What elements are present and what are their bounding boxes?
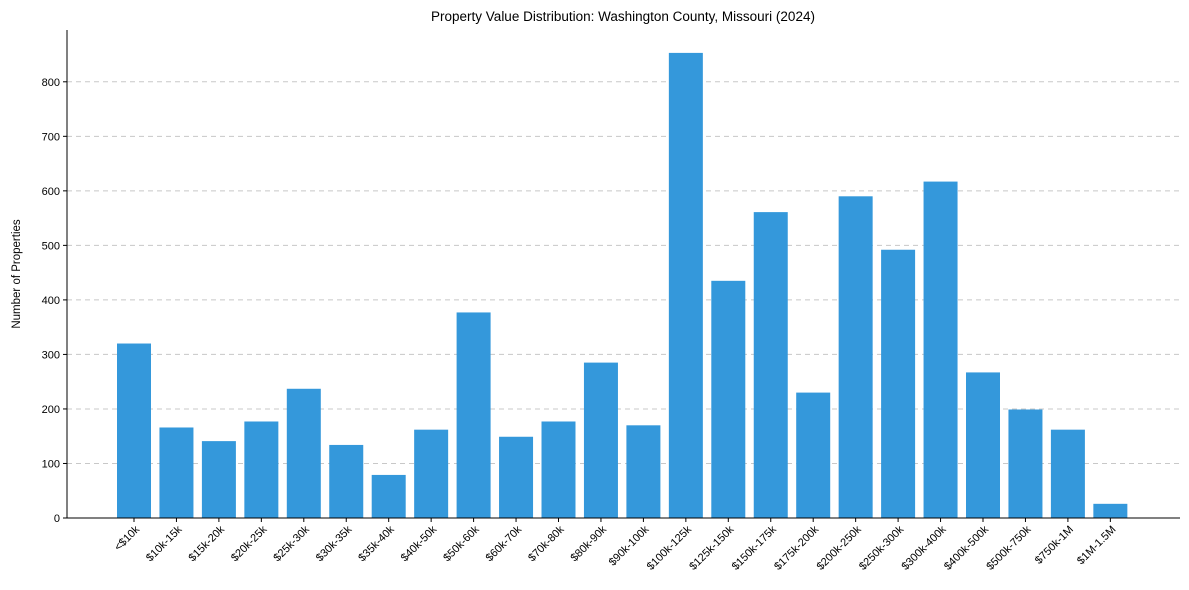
x-tick-label: $15k-20k [187, 523, 228, 564]
bar [499, 436, 534, 518]
x-tick-label: $400k-500k [942, 523, 991, 572]
x-ticks: <$10k $10k-15k $15k-20k $20k-25k $25k-30k $30… [112, 518, 1118, 573]
bar [371, 474, 406, 518]
x-tick-label: $25k-30k [271, 523, 312, 564]
bar [838, 196, 873, 518]
y-tick-label: 0 [54, 513, 60, 525]
x-tick-label: $1M-1.5M [1075, 524, 1119, 568]
bar [668, 52, 703, 518]
x-tick-label: $20k-25k [229, 523, 270, 564]
bar [159, 427, 194, 518]
x-tick-label: $300k-400k [900, 523, 949, 572]
y-tick-label: 600 [42, 186, 60, 198]
x-tick-label: $35k-40k [356, 523, 397, 564]
y-tick-label: 100 [42, 458, 60, 470]
x-tick-label: <$10k [112, 523, 142, 553]
y-tick-label: 400 [42, 295, 60, 307]
y-tick-label: 500 [42, 240, 60, 252]
bars [117, 52, 1128, 519]
y-tick-label: 800 [42, 77, 60, 89]
x-tick-label: $40k-50k [399, 523, 440, 564]
bar [753, 212, 788, 519]
y-tick-label: 700 [42, 131, 60, 143]
x-tick-label: $250k-300k [857, 523, 906, 572]
x-tick-label: $30k-35k [314, 523, 355, 564]
x-tick-label: $100k-125k [645, 523, 694, 572]
x-tick-label: $125k-150k [687, 523, 736, 572]
y-tick-label: 300 [42, 349, 60, 361]
bar [1093, 503, 1128, 518]
bar [329, 444, 364, 518]
bar [1008, 409, 1043, 518]
x-tick-label: $10k-15k [144, 523, 185, 564]
bar [711, 280, 746, 518]
y-tick-label: 200 [42, 404, 60, 416]
bar [1050, 429, 1085, 518]
bar [881, 249, 916, 518]
bar [923, 181, 958, 518]
bar [201, 441, 236, 518]
chart-title: Property Value Distribution: Washington … [431, 9, 815, 24]
bar [244, 421, 279, 518]
x-tick-label: $150k-175k [730, 523, 779, 572]
y-axis-label: Number of Properties [11, 219, 23, 329]
bar [414, 429, 449, 518]
x-tick-label: $175k-200k [772, 523, 821, 572]
x-tick-label: $70k-80k [526, 523, 567, 564]
bar [796, 392, 831, 518]
x-tick-label: $750k-1M [1033, 524, 1076, 567]
x-tick-label: $200k-250k [815, 523, 864, 572]
bar [966, 372, 1000, 518]
x-tick-label: $50k-60k [441, 523, 482, 564]
bar [286, 388, 321, 518]
x-tick-label: $60k-70k [484, 523, 525, 564]
bar [541, 421, 576, 518]
bar [626, 425, 661, 518]
gridlines [67, 81, 1180, 464]
bar [117, 343, 151, 518]
y-ticks: 0 100 200 300 400 500 600 700 800 [42, 77, 67, 525]
bar [456, 312, 491, 518]
x-tick-label: $90k-100k [607, 523, 652, 568]
x-tick-label: $80k-90k [569, 523, 610, 564]
axes [66, 30, 1180, 519]
x-tick-label: $500k-750k [984, 523, 1033, 572]
bar [583, 362, 618, 518]
